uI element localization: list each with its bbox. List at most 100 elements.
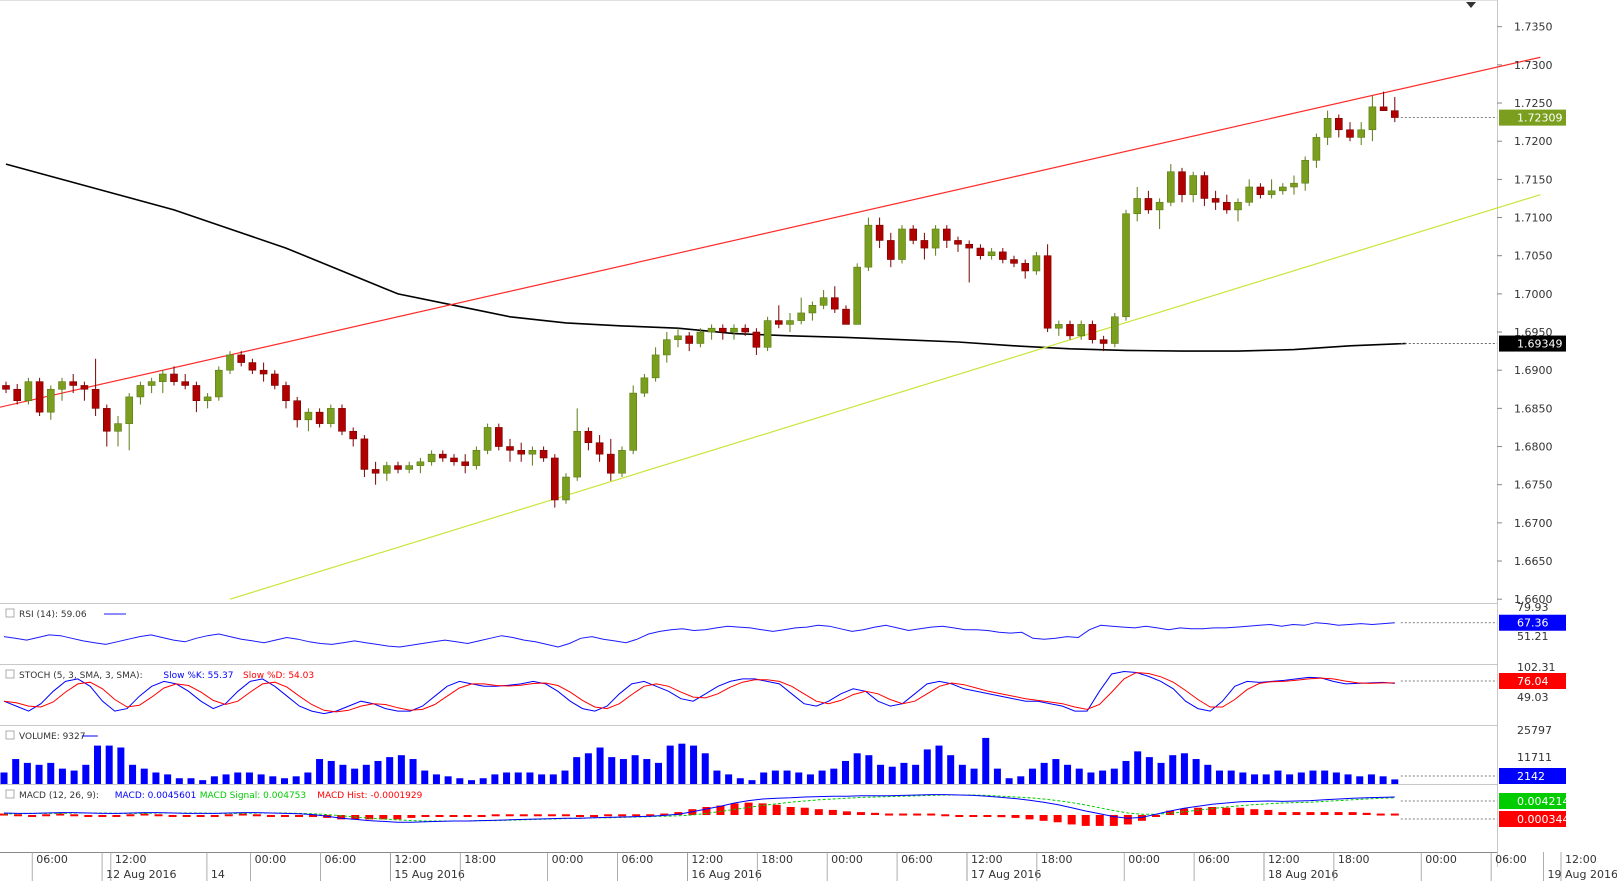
- volume-panel[interactable]: VOLUME: 9327 25797 11711 2142: [0, 724, 1567, 784]
- macd-histogram-bar: [871, 812, 880, 815]
- volume-bar: [596, 747, 604, 784]
- macd-histogram-bar: [814, 809, 823, 815]
- candle: [427, 450, 436, 466]
- candle-body: [830, 297, 839, 310]
- candle-body: [1043, 255, 1052, 329]
- macd-histogram-bar: [828, 809, 837, 815]
- candle-body: [1099, 339, 1108, 344]
- candle: [606, 438, 615, 481]
- candle-body: [707, 327, 716, 333]
- macd-histogram-bar: [449, 815, 458, 817]
- candle-body: [965, 243, 974, 249]
- macd-histogram-bar: [533, 814, 542, 817]
- volume-bar: [245, 772, 253, 784]
- candle-body: [662, 339, 671, 356]
- volume-bar: [1169, 755, 1177, 784]
- candle: [1267, 179, 1276, 199]
- volume-bar: [526, 772, 534, 784]
- volume-bar: [760, 772, 768, 784]
- candle-body: [1167, 171, 1175, 203]
- candle: [1167, 164, 1175, 207]
- macd-label: MACD (12, 26, 9):: [19, 791, 99, 801]
- candle: [763, 316, 772, 352]
- candle-body: [394, 465, 402, 470]
- candle: [662, 332, 671, 363]
- volume-bar: [619, 759, 627, 784]
- macd-histogram-bar: [1376, 813, 1385, 816]
- candle: [842, 305, 850, 325]
- macd-histogram-bar: [365, 815, 374, 820]
- candle-body: [1323, 118, 1332, 138]
- candle: [539, 446, 548, 462]
- candle: [640, 374, 649, 397]
- volume-bar: [806, 774, 814, 784]
- stoch-current-tag-text: 76.04: [1517, 675, 1549, 688]
- macd-histogram-bar: [1053, 815, 1062, 823]
- macd-histogram-bar: [238, 813, 247, 816]
- candle: [898, 225, 906, 264]
- candle-body: [1335, 118, 1343, 131]
- volume-bar: [970, 768, 978, 784]
- candle-body: [954, 240, 962, 245]
- candle-body: [1077, 324, 1085, 337]
- candle-body: [215, 369, 223, 398]
- macd-histogram-bar: [393, 815, 402, 820]
- macd-hist-tag-box: [1499, 811, 1566, 827]
- candle: [707, 324, 716, 340]
- macd-histogram-bar: [407, 815, 416, 818]
- candle-body: [91, 388, 100, 409]
- stochastic-panel[interactable]: STOCH (5, 3, SMA, 3, SMA): Slow %K: 55.37…: [3, 661, 1566, 715]
- time-tick-label: 18:00: [1338, 853, 1370, 866]
- volume-bar: [748, 780, 756, 784]
- volume-bar: [900, 762, 908, 784]
- macd-histogram-bar: [196, 815, 205, 817]
- candle: [584, 427, 593, 451]
- volume-bar: [1239, 772, 1247, 784]
- candle-body: [103, 408, 111, 432]
- volume-bar: [1367, 774, 1375, 784]
- candle-body: [1267, 190, 1276, 195]
- candle-body: [304, 411, 313, 421]
- stoch-tick-label: 102.31: [1517, 661, 1556, 674]
- scroll-down-arrow-icon[interactable]: [1466, 2, 1476, 8]
- macd-histogram-bar: [0, 813, 8, 816]
- macd-panel[interactable]: MACD (12, 26, 9): MACD: 0.0045601 MACD Sig…: [0, 789, 1577, 827]
- macd-histogram-bar: [604, 814, 613, 817]
- candle: [270, 370, 279, 390]
- volume-bar: [1192, 759, 1200, 784]
- candle: [1099, 335, 1108, 352]
- candle-body: [987, 251, 996, 257]
- time-tick-label: 12:00: [971, 853, 1003, 866]
- rsi-current-tag-text: 67.36: [1517, 617, 1549, 630]
- candle-body: [170, 373, 178, 382]
- macd-histogram-bar: [660, 813, 669, 816]
- volume-bar: [280, 778, 288, 784]
- candle-body: [46, 388, 55, 413]
- candle: [987, 248, 996, 260]
- volume-bar: [503, 772, 511, 784]
- candle: [752, 328, 761, 355]
- candle: [573, 408, 582, 481]
- price-tick-label: 1.7250: [1514, 97, 1553, 110]
- macd-histogram-bar: [1109, 815, 1118, 826]
- candle-body: [685, 335, 694, 344]
- volume-bar: [561, 770, 569, 784]
- candle-body: [405, 465, 414, 470]
- macd-histogram-bar: [182, 815, 191, 817]
- candle-body: [651, 354, 660, 379]
- rsi-label: RSI (14): 59.06: [19, 610, 87, 620]
- volume-bar: [666, 745, 674, 784]
- candle: [774, 305, 783, 329]
- volume-bar: [947, 755, 955, 784]
- candle-body: [741, 327, 750, 333]
- candle-body: [181, 381, 189, 386]
- candle: [58, 377, 66, 401]
- volume-bar: [795, 772, 803, 784]
- price-panel[interactable]: [0, 56, 1541, 600]
- volume-bar: [1274, 770, 1282, 784]
- candle: [1346, 122, 1354, 142]
- volume-bar: [514, 772, 522, 784]
- volume-bar: [175, 778, 183, 784]
